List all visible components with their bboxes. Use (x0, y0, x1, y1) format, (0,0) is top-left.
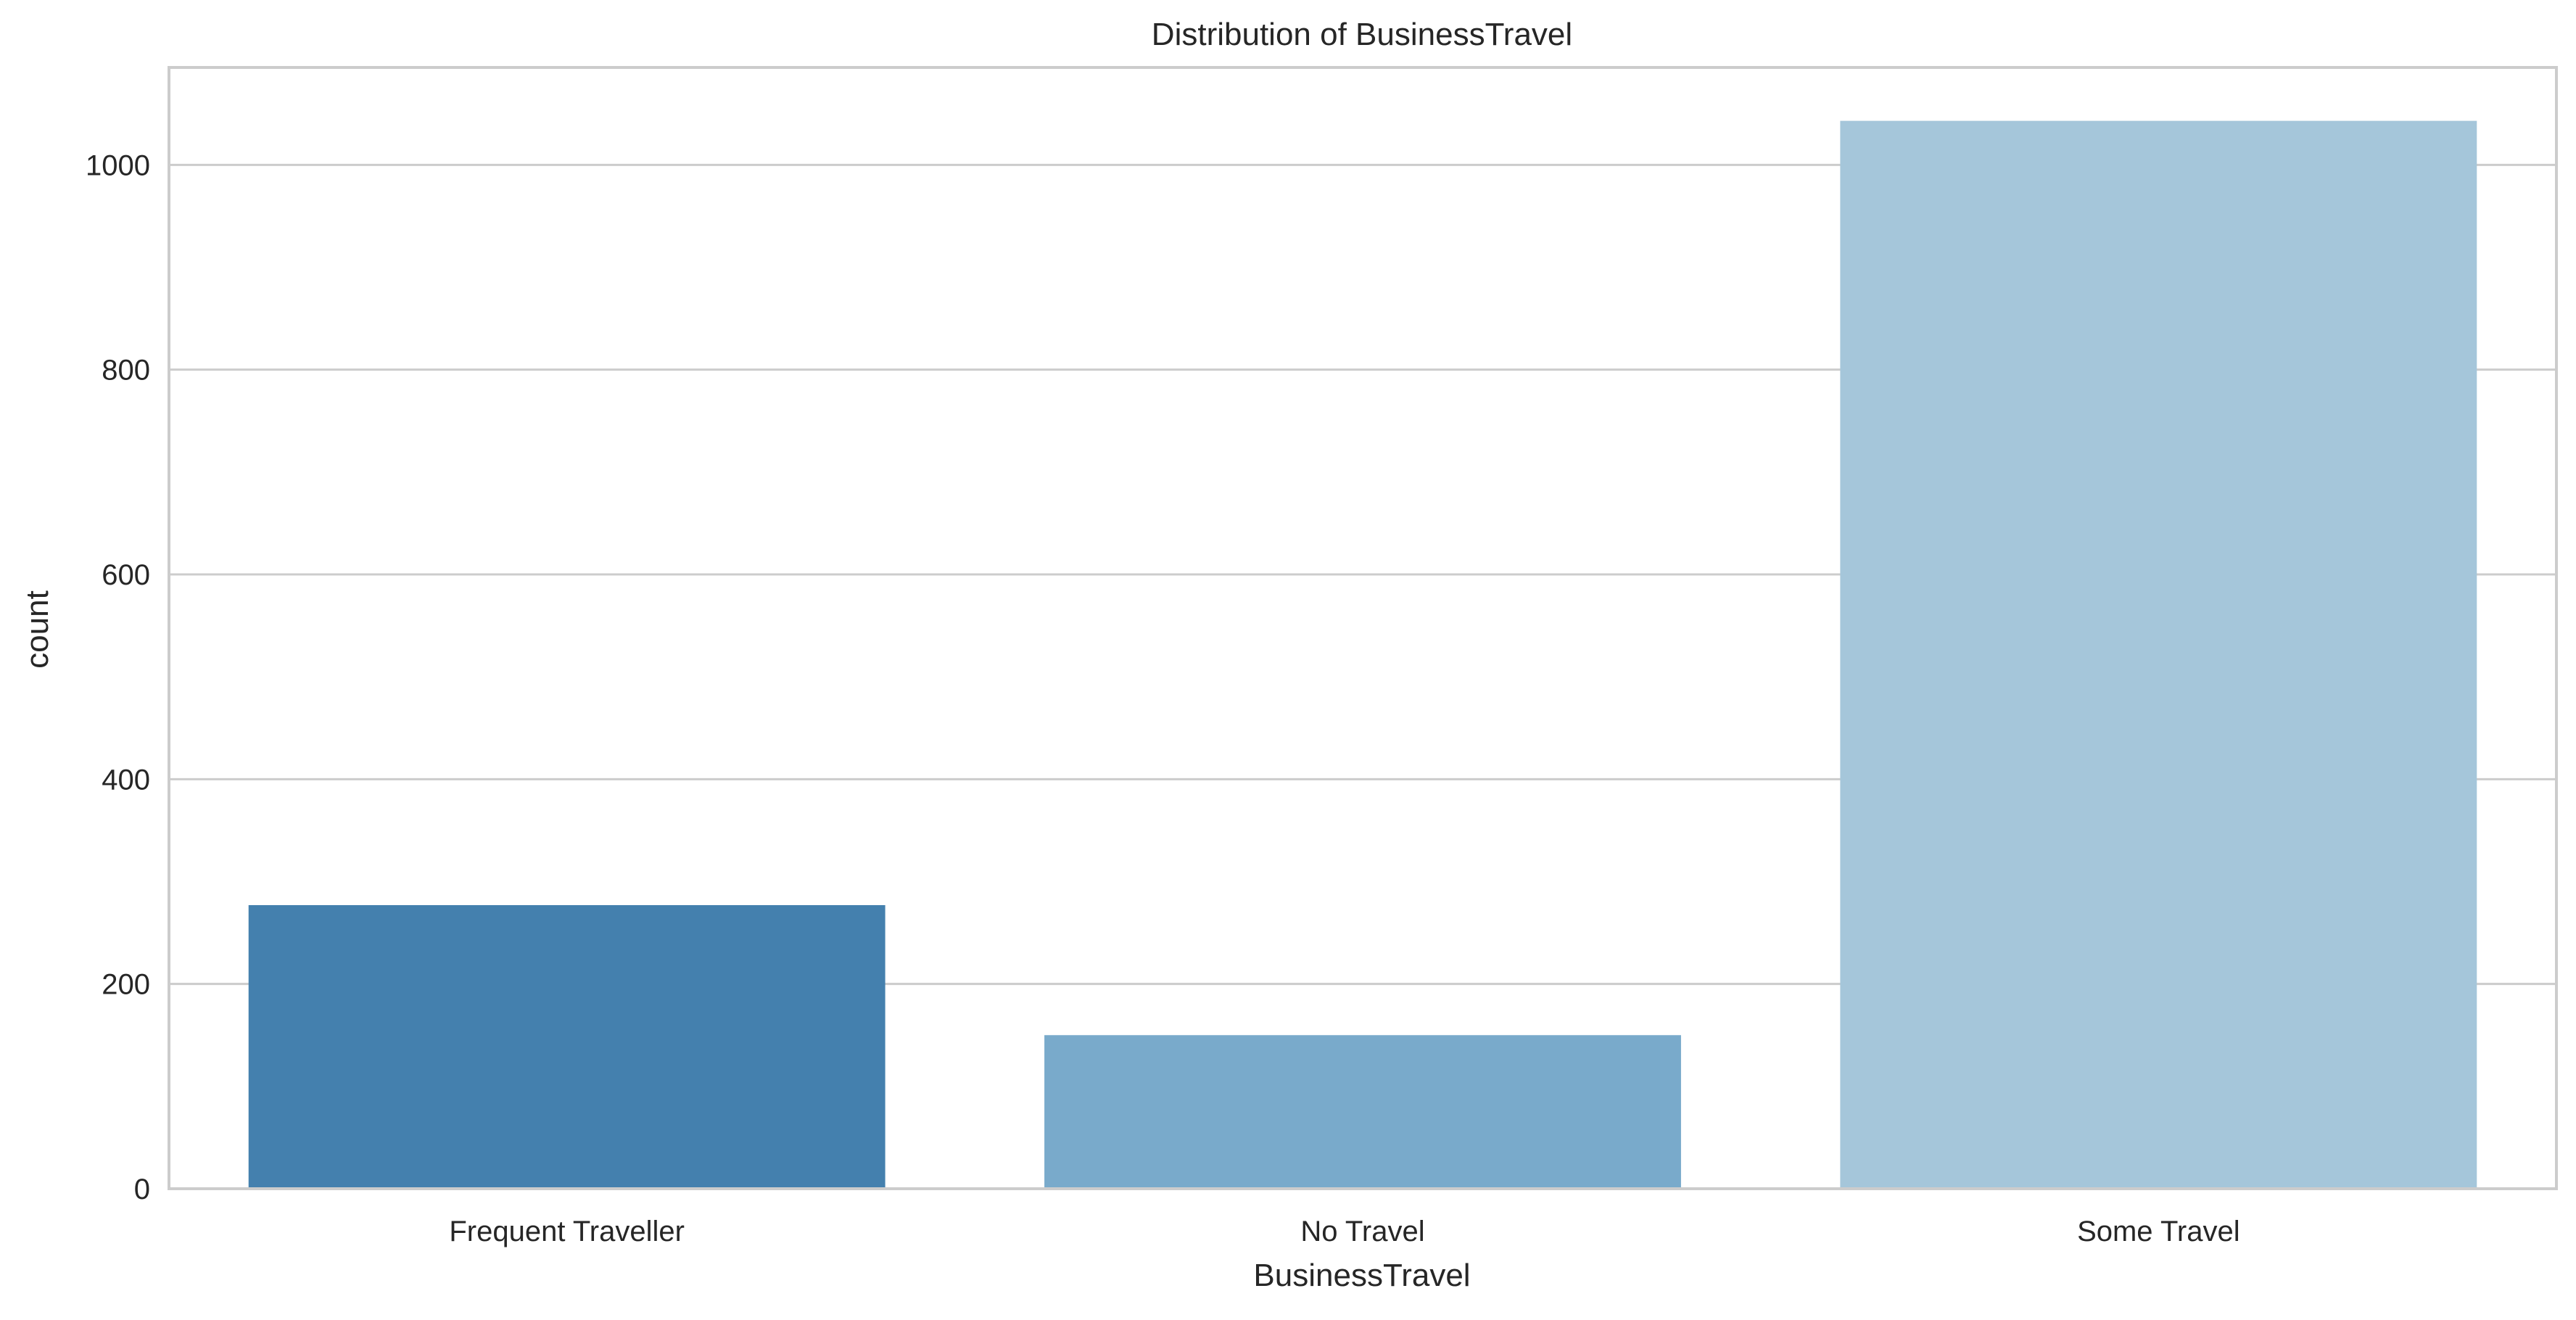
y-tick-label: 1000 (86, 149, 150, 181)
y-tick-label: 200 (102, 969, 150, 1001)
x-tick-label: Some Travel (2077, 1216, 2240, 1247)
y-tick-labels: 0 200 400 600 800 1000 (86, 149, 150, 1205)
x-tick-label: Frequent Traveller (449, 1216, 685, 1247)
plot-frame (168, 66, 2558, 1190)
bar-no-travel (1044, 1035, 1681, 1189)
x-tick-label: No Travel (1300, 1216, 1424, 1247)
x-axis-label: BusinessTravel (1253, 1258, 1470, 1293)
bars (248, 120, 2477, 1189)
y-tick-label: 0 (134, 1173, 150, 1205)
y-axis-label: count (20, 590, 55, 669)
chart-title: Distribution of BusinessTravel (1152, 17, 1572, 52)
bar-some-travel (1840, 120, 2477, 1189)
bar-frequent-traveller (248, 904, 886, 1189)
y-tick-label: 600 (102, 559, 150, 591)
y-tick-label: 400 (102, 764, 150, 796)
y-tick-label: 800 (102, 355, 150, 387)
x-tick-labels: Frequent Traveller No Travel Some Travel (449, 1216, 2239, 1247)
